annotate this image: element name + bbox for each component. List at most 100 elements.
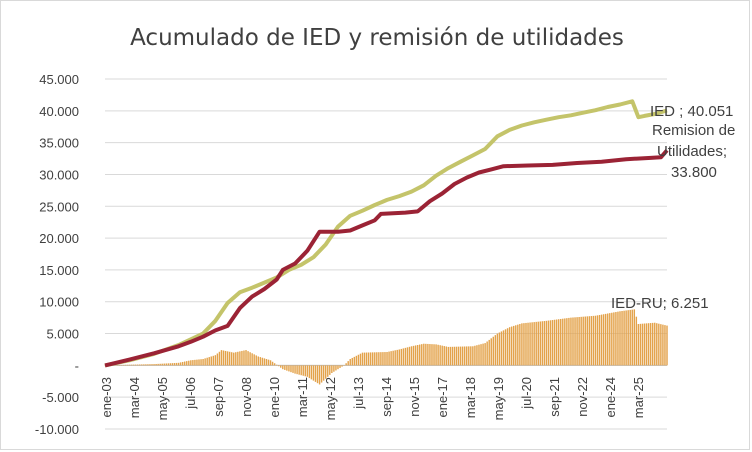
bar-ied_ru [269, 360, 272, 366]
bar-ied_ru [492, 336, 495, 366]
bar-ied_ru [517, 324, 519, 366]
bar-ied_ru [357, 354, 360, 366]
bar-ied_ru [643, 323, 646, 366]
bar-ied_ru [402, 348, 405, 366]
bar-ied_ru [363, 352, 366, 366]
bar-ied_ru [149, 364, 151, 366]
bar-ied_ru [200, 359, 202, 366]
bar-ied_ru [564, 318, 566, 366]
bar-ied_ru [427, 343, 429, 366]
y-tick-label: -10.000 [35, 422, 79, 437]
bar-ied_ru [186, 361, 188, 366]
x-tick-label: sep-07 [211, 377, 226, 417]
bar-ied_ru [498, 332, 501, 366]
bar-ied_ru [431, 344, 433, 366]
bar-ied_ru [241, 350, 243, 366]
bar-ied_ru [488, 339, 490, 366]
bar-ied_ru [482, 343, 484, 366]
x-tick-label: ene-03 [99, 377, 114, 417]
bar-ied_ru [412, 345, 415, 366]
bar-ied_ru [286, 365, 288, 371]
x-tick-label: nov-22 [575, 377, 590, 417]
bar-ied_ru [404, 347, 407, 366]
bar-ied_ru [666, 325, 668, 366]
bar-ied_ru [384, 352, 386, 366]
bar-ied_ru [533, 322, 535, 366]
bar-ied_ru [333, 365, 335, 372]
bar-ied_ru [153, 364, 155, 366]
bar-ied_ru [515, 325, 517, 366]
bar-ied_ru [257, 356, 259, 366]
bar-ied_ru [466, 346, 468, 366]
bar-ied_ru [177, 362, 180, 366]
bar-ied_ru [226, 351, 229, 366]
bar-ied_ru [271, 361, 274, 366]
bar-ied_ru [662, 324, 664, 366]
bar-ied_ru [327, 365, 329, 377]
bar-ied_ru [208, 357, 210, 366]
bar-ied_ru [647, 323, 650, 366]
bar-ied_ru [423, 343, 425, 366]
x-axis-ticks: ene-03 mar-04 may-05 jul-06 sep-07 nov-08 ene-… [99, 377, 646, 420]
y-tick-label: 40.000 [39, 104, 79, 119]
bar-ied_ru [494, 335, 497, 366]
x-tick-label: may-19 [491, 377, 506, 420]
bar-ied_ru [406, 347, 409, 366]
x-tick-label: jul-06 [183, 377, 198, 410]
bar-ied_ru [551, 320, 554, 366]
bar-ied_ru [145, 364, 147, 366]
bar-ied_ru [159, 363, 161, 366]
bar-ied_ru [394, 350, 396, 366]
bar-ied_ru [439, 345, 441, 366]
bar-ied_ru [155, 363, 157, 366]
bar-ied_ru [263, 358, 266, 366]
bar-ied_ru [631, 309, 633, 366]
bar-ied_ru [470, 346, 472, 366]
annotations: IED ; 40.051 Remision de Utilidades; 33.… [611, 103, 735, 312]
bar-ied_ru [314, 365, 317, 382]
bar-ied_ru [463, 346, 466, 366]
bar-ied_ru [204, 358, 206, 366]
bar-ied_ru [320, 365, 323, 383]
bar-ied_ru [382, 352, 384, 366]
y-tick-label: 45.000 [39, 72, 79, 87]
bar-ied_ru [651, 322, 654, 366]
bar-ied_ru [151, 364, 153, 366]
bar-ied_ru [419, 344, 421, 366]
bar-ied_ru [576, 317, 578, 366]
bar-ied_ru [188, 360, 190, 366]
bar-ied_ru [386, 352, 388, 366]
bar-ied_ru [633, 309, 636, 366]
bar-ied_ru [316, 365, 319, 384]
bar-ied_ru [398, 349, 400, 366]
bar-ied_ru [233, 352, 235, 366]
bar-ied_ru [508, 327, 511, 366]
bar-ied_ru [629, 309, 631, 366]
bar-ied_ru [157, 363, 159, 366]
bar-ied_ru [429, 344, 431, 366]
bar-ied_ru [570, 317, 572, 366]
bar-ied_ru [541, 321, 544, 366]
bar-ied_ru [175, 362, 178, 366]
bar-ied_ru [251, 353, 253, 366]
bar-ied_ru [378, 352, 380, 366]
grid-layer [105, 78, 667, 430]
bar-ied_ru [525, 322, 527, 366]
bar-ied_ru [337, 365, 339, 370]
bar-ied_ru [380, 352, 382, 366]
bar-ied_ru [212, 355, 215, 366]
bar-ied_ru [277, 365, 280, 367]
bar-ied_ru [604, 313, 607, 366]
bar-ied_ru [308, 365, 311, 379]
bar-ied_ru [202, 359, 204, 366]
bar-ied_ru [433, 344, 435, 366]
bar-ied_ru [253, 354, 255, 366]
bar-ied_ru [132, 364, 135, 366]
bar-ied_ru [513, 325, 515, 366]
bar-ied_ru [239, 351, 241, 366]
bar-ied_ru [310, 365, 313, 380]
bar-ied_ru [296, 365, 298, 375]
bar-ied_ru [181, 361, 184, 366]
bar-ied_ru [345, 363, 347, 366]
x-tick-label: nov-15 [407, 377, 422, 417]
